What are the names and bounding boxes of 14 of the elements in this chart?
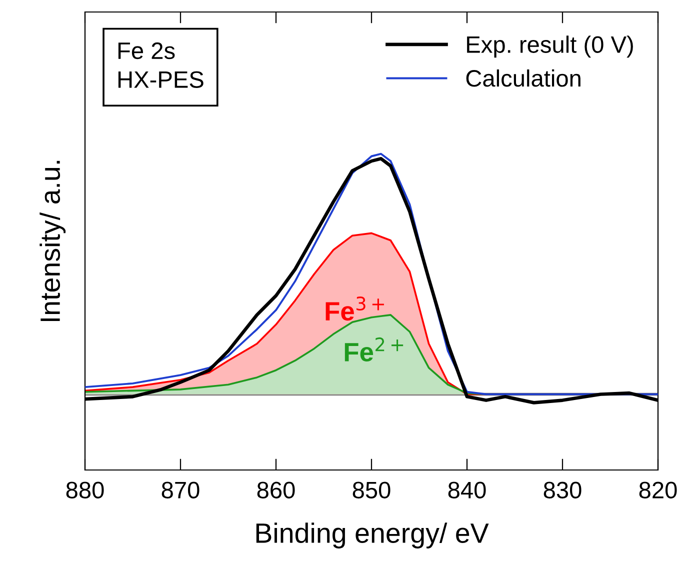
x-tick-label: 850 [352,482,390,498]
x-tick-label: 880 [66,482,104,498]
text: Fe 2s HX-PES [118,42,204,88]
x-tick-label: 870 [162,482,200,498]
legend-label: Calculation [466,69,580,87]
series-label: Fe$^{2+}$ [344,337,404,362]
legend-label: Exp. result (0 V) [467,36,633,58]
x-tick-label: 820 [639,482,677,498]
x-tick-label: 830 [544,482,582,498]
x-tick-label: 860 [257,482,295,498]
series-label: Fe$^{3+}$ [326,296,384,321]
y-axis-title: Intensity/ a.u. [40,160,66,322]
x-tick-label: 840 [448,482,486,498]
x-axis-title: Binding energy/ eV [256,522,489,548]
